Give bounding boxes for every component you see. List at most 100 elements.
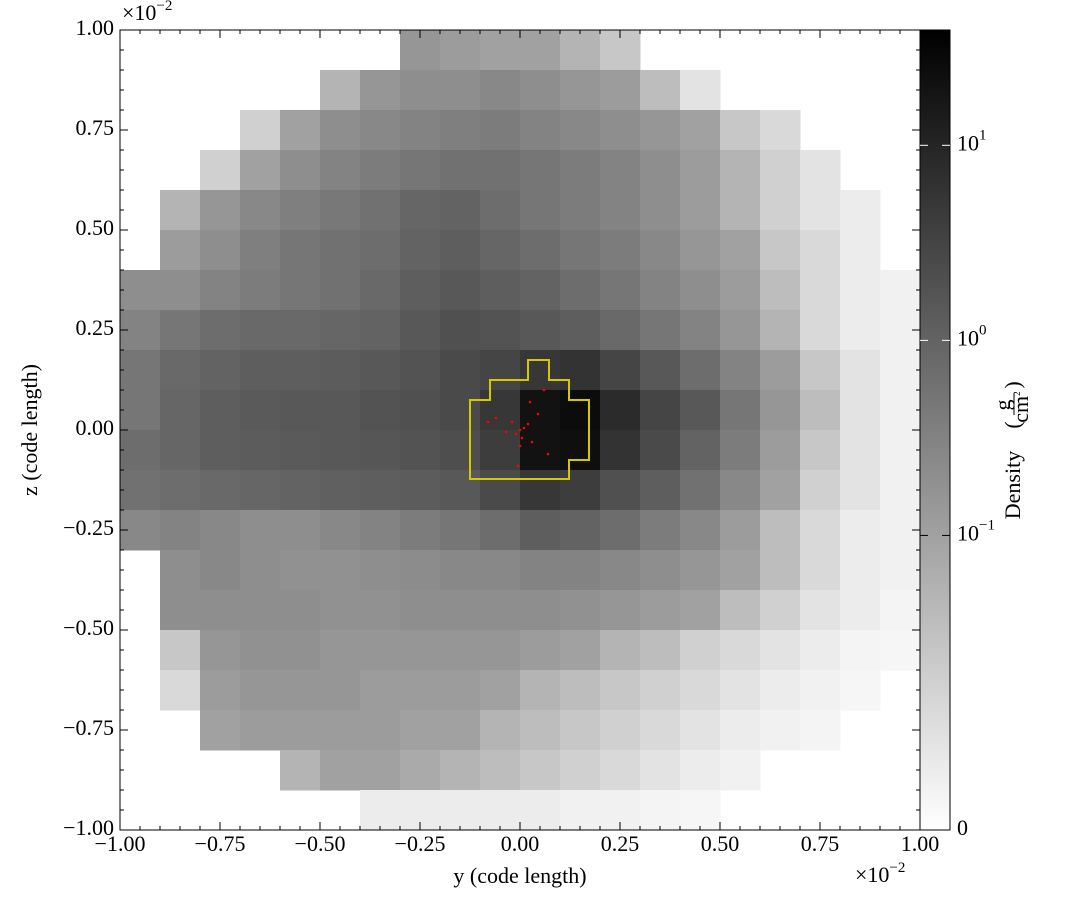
cell	[760, 150, 801, 191]
x-offset: ×10−2	[855, 860, 905, 887]
cell	[160, 350, 201, 391]
particle	[514, 432, 518, 436]
cell	[600, 70, 641, 111]
cell	[200, 630, 241, 671]
cell	[480, 350, 521, 391]
cell	[520, 30, 561, 71]
cell	[640, 750, 681, 791]
cell	[520, 190, 561, 231]
particle	[518, 444, 522, 448]
cell	[800, 270, 841, 311]
cell	[480, 230, 521, 271]
cell	[280, 750, 321, 791]
x-tick-label: 0.25	[601, 831, 640, 856]
y-offset-base: ×10	[122, 0, 156, 25]
cell	[480, 510, 521, 551]
cell	[560, 150, 601, 191]
cell	[680, 230, 721, 271]
cell	[480, 70, 521, 111]
cell	[360, 390, 401, 431]
cell	[680, 390, 721, 431]
cell	[400, 310, 441, 351]
cell	[800, 310, 841, 351]
cell	[480, 670, 521, 711]
cell	[200, 550, 241, 591]
cell	[440, 550, 481, 591]
cell	[200, 470, 241, 511]
cell	[320, 150, 361, 191]
cell	[800, 510, 841, 551]
cell	[400, 510, 441, 551]
cell	[720, 750, 761, 791]
cell	[800, 430, 841, 471]
cell	[880, 550, 921, 591]
cell	[280, 310, 321, 351]
y-tick-label: 0.75	[76, 115, 115, 140]
cell	[320, 510, 361, 551]
cell	[600, 110, 641, 151]
cell	[880, 270, 921, 311]
cell	[720, 350, 761, 391]
cell	[160, 230, 201, 271]
particle	[526, 422, 530, 426]
cell	[320, 670, 361, 711]
y-axis-label: z (code length)	[17, 364, 42, 496]
cell	[880, 350, 921, 391]
cell	[440, 430, 481, 471]
cell	[800, 670, 841, 711]
cell	[840, 470, 881, 511]
cell	[200, 230, 241, 271]
cell	[200, 310, 241, 351]
cell	[760, 590, 801, 631]
cell	[480, 750, 521, 791]
cell	[600, 150, 641, 191]
x-tick-label: −0.50	[295, 831, 346, 856]
cell	[240, 590, 281, 631]
cell	[840, 590, 881, 631]
cell	[560, 110, 601, 151]
cell	[440, 790, 481, 831]
cell	[280, 110, 321, 151]
colorbar-tick-exp: 1	[979, 128, 987, 144]
cell	[440, 70, 481, 111]
cell	[400, 270, 441, 311]
cell	[400, 630, 441, 671]
cell	[240, 510, 281, 551]
cell	[440, 110, 481, 151]
cell	[200, 590, 241, 631]
cell	[440, 350, 481, 391]
cell	[800, 470, 841, 511]
cell	[520, 590, 561, 631]
cell	[640, 590, 681, 631]
cell	[360, 430, 401, 471]
particle	[486, 420, 490, 424]
cell	[800, 630, 841, 671]
cell	[240, 150, 281, 191]
colorbar-tick-exp: −1	[979, 518, 995, 534]
cell	[640, 670, 681, 711]
x-axis-label: y (code length)	[453, 863, 586, 888]
x-tick-label: −0.25	[395, 831, 446, 856]
cell	[640, 710, 681, 751]
cell	[600, 390, 641, 431]
cell	[560, 790, 601, 831]
cell	[560, 430, 601, 471]
colorbar-tick-label: 10−1	[957, 518, 995, 546]
cell	[320, 70, 361, 111]
cell	[560, 590, 601, 631]
cell	[400, 710, 441, 751]
cell	[400, 70, 441, 111]
cell	[280, 390, 321, 431]
x-tick-label: −0.75	[195, 831, 246, 856]
cell	[840, 630, 881, 671]
colorbar-tick-label: 101	[957, 128, 987, 156]
unit-exp: 2	[1012, 391, 1022, 396]
cell	[560, 550, 601, 591]
colorbar-tick-label: 0	[957, 815, 968, 840]
colorbar-tick-base: 10	[957, 520, 979, 545]
cell	[440, 190, 481, 231]
cell	[360, 190, 401, 231]
cell	[760, 710, 801, 751]
cell	[680, 790, 721, 831]
cell	[560, 190, 601, 231]
